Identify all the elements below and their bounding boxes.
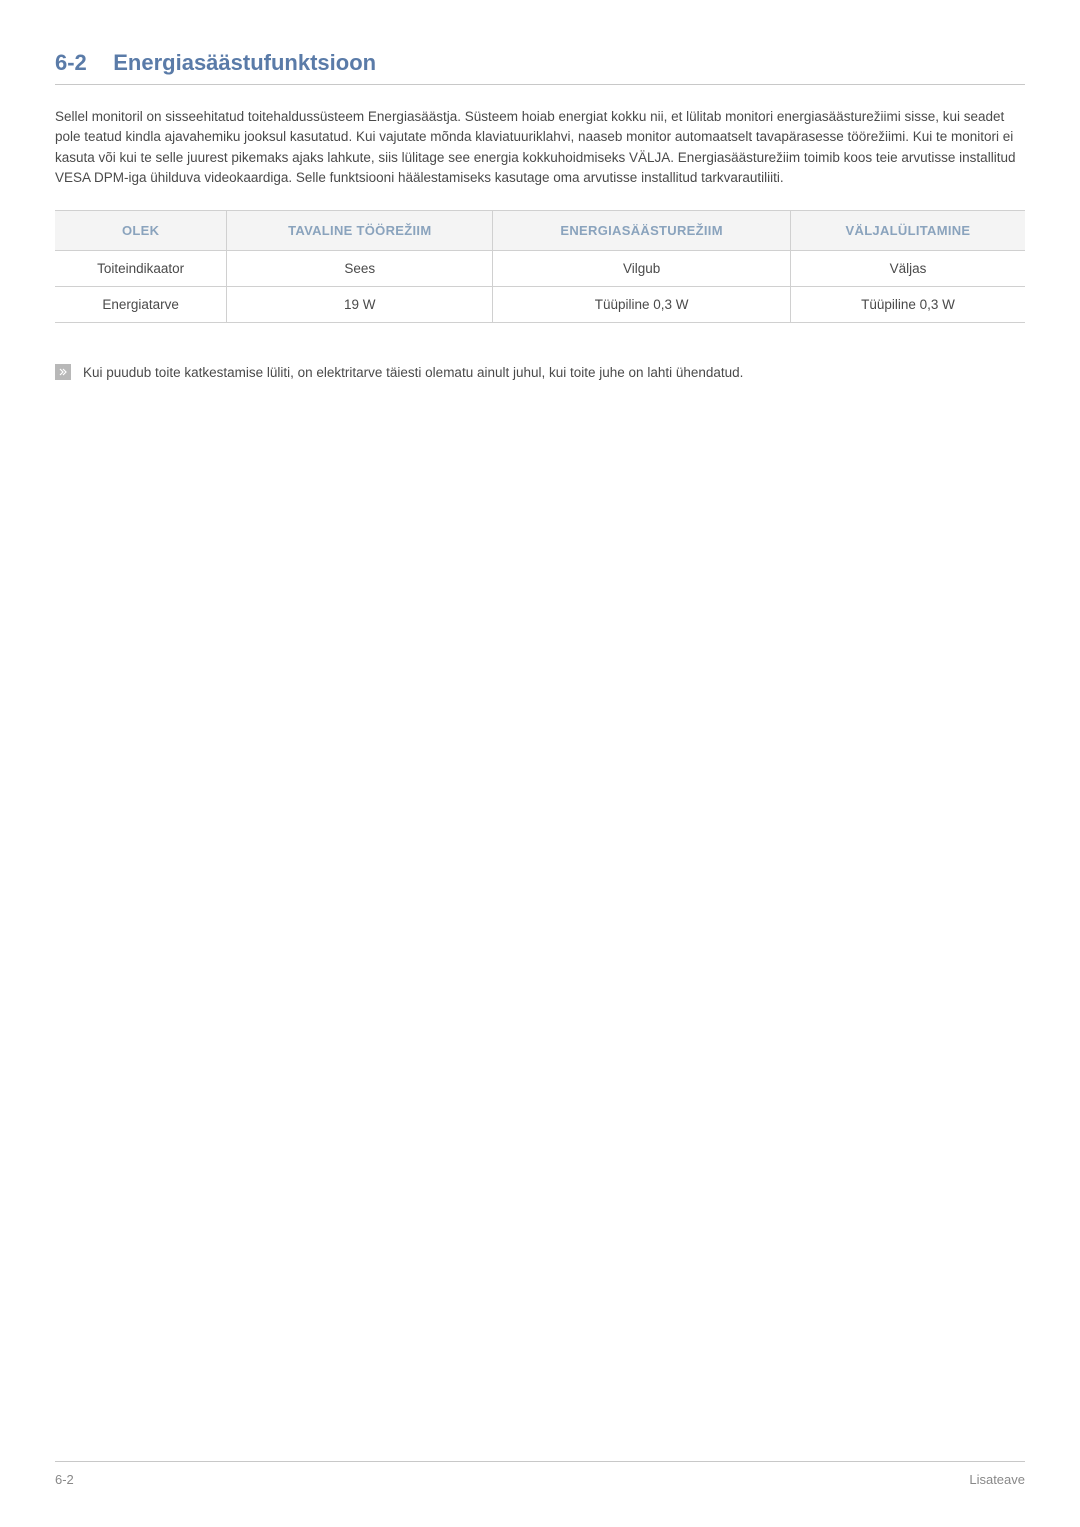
- table-cell: 19 W: [227, 287, 493, 323]
- power-modes-table: OLEK TAVALINE TÖÖREŽIIM ENERGIASÄÄSTUREŽ…: [55, 210, 1025, 323]
- table-cell: Energiatarve: [55, 287, 227, 323]
- note-text: Kui puudub toite katkestamise lüliti, on…: [83, 363, 743, 383]
- note-icon: [55, 364, 71, 380]
- table-cell: Tüüpiline 0,3 W: [790, 287, 1025, 323]
- table-row: Toiteindikaator Sees Vilgub Väljas: [55, 251, 1025, 287]
- section-number: 6-2: [55, 50, 87, 76]
- table-cell: Väljas: [790, 251, 1025, 287]
- body-paragraph: Sellel monitoril on sisseehitatud toiteh…: [55, 107, 1025, 188]
- section-heading: 6-2 Energiasäästufunktsioon: [55, 50, 1025, 85]
- table-header-row: OLEK TAVALINE TÖÖREŽIIM ENERGIASÄÄSTUREŽ…: [55, 211, 1025, 251]
- table-header: TAVALINE TÖÖREŽIIM: [227, 211, 493, 251]
- table-header: OLEK: [55, 211, 227, 251]
- table-header: ENERGIASÄÄSTUREŽIIM: [493, 211, 791, 251]
- page-footer: 6-2 Lisateave: [55, 1461, 1025, 1487]
- note: Kui puudub toite katkestamise lüliti, on…: [55, 363, 1025, 383]
- table-row: Energiatarve 19 W Tüüpiline 0,3 W Tüüpil…: [55, 287, 1025, 323]
- table-cell: Toiteindikaator: [55, 251, 227, 287]
- section-title: Energiasäästufunktsioon: [113, 50, 376, 76]
- table-header: VÄLJALÜLITAMINE: [790, 211, 1025, 251]
- footer-section-name: Lisateave: [969, 1472, 1025, 1487]
- table-cell: Tüüpiline 0,3 W: [493, 287, 791, 323]
- table-cell: Sees: [227, 251, 493, 287]
- footer-page-number: 6-2: [55, 1472, 74, 1487]
- table-cell: Vilgub: [493, 251, 791, 287]
